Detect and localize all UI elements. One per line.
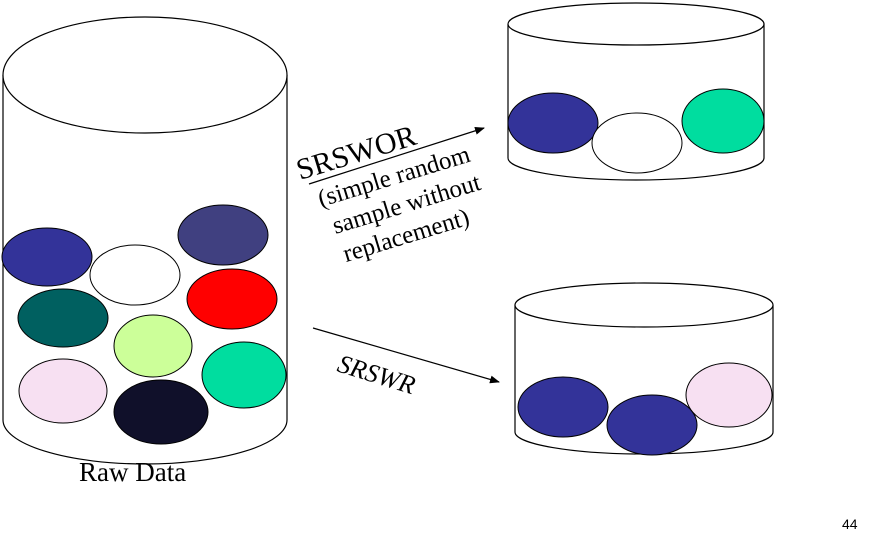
srswr-arrow <box>312 327 500 384</box>
srswr-ball-blue-1 <box>517 376 609 438</box>
raw-ball-blue <box>1 227 93 287</box>
raw-ball-red <box>186 268 278 330</box>
srswr-ball-blue-2 <box>606 394 698 456</box>
srswor-sample-balls <box>507 88 765 174</box>
raw-data-balls <box>1 204 287 445</box>
raw-ball-lime <box>113 314 193 378</box>
srswr-ball-pink <box>685 362 773 428</box>
srswor-label-group: SRSWOR (simple random sample without rep… <box>292 119 483 268</box>
srswor-ball-white <box>591 112 683 174</box>
raw-ball-pink <box>18 358 108 424</box>
raw-ball-green <box>201 341 287 409</box>
raw-data-label: Raw Data <box>79 457 186 487</box>
raw-ball-teal <box>17 288 109 348</box>
srswr-title: SRSWR <box>334 349 419 400</box>
srswor-ball-green <box>681 88 765 154</box>
raw-ball-slate <box>177 204 269 266</box>
raw-ball-black <box>113 379 209 445</box>
page-number: 44 <box>842 516 858 532</box>
srswor-ball-blue <box>507 92 599 154</box>
srswr-sample-balls <box>517 362 773 456</box>
raw-ball-white <box>89 244 181 306</box>
srswor-arrow <box>308 126 485 185</box>
